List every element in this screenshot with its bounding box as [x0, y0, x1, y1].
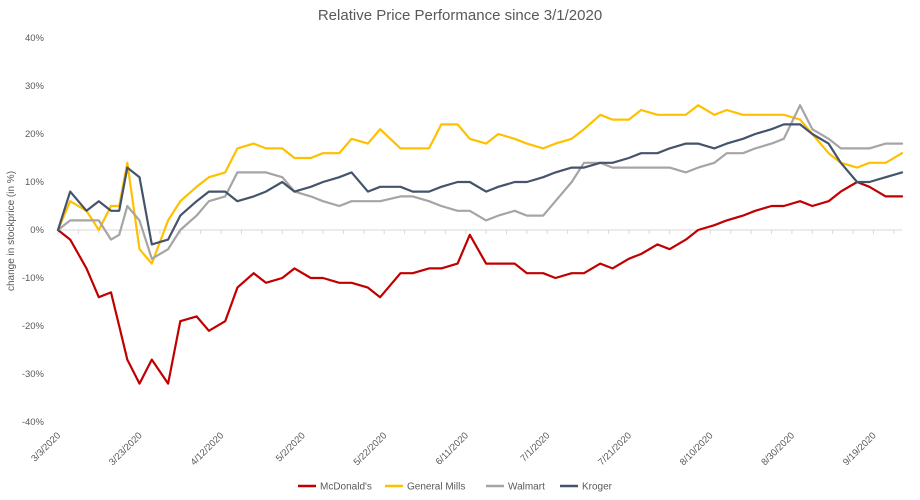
x-tick-label: 5/2/2020	[274, 430, 308, 464]
x-tick-label: 6/11/2020	[434, 430, 471, 467]
x-tick-label: 9/19/2020	[841, 430, 879, 468]
series-line-kroger	[56, 123, 904, 246]
chart-title: Relative Price Performance since 3/1/202…	[318, 7, 602, 24]
y-tick-label: 40%	[25, 33, 45, 44]
legend-label-kroger: Kroger	[582, 482, 613, 493]
legend-label-mcdonald-s: McDonald's	[320, 482, 372, 493]
x-tick-label: 4/12/2020	[189, 430, 227, 468]
x-tick-label: 8/30/2020	[759, 430, 797, 468]
series-lines	[56, 104, 904, 385]
series-line-mcdonald-s	[56, 180, 904, 385]
y-axis-ticks: -40% -30% -20% -10% 0% 10% 20% 30% 40%	[22, 33, 45, 428]
x-tick-label: 3/3/2020	[29, 430, 63, 464]
x-tick-label: 7/21/2020	[596, 430, 634, 468]
series-line-walmart	[56, 104, 904, 260]
legend: McDonald's General Mills Walmart Kroger	[298, 482, 613, 493]
y-tick-label: -20%	[22, 321, 45, 332]
y-tick-label: -40%	[22, 417, 45, 428]
series-line-general-mills	[56, 104, 904, 265]
y-tick-label: 20%	[25, 129, 45, 140]
x-tick-label: 3/23/2020	[107, 430, 145, 468]
x-tick-label: 8/10/2020	[678, 430, 716, 468]
y-tick-label: 0%	[30, 225, 44, 236]
y-tick-label: 10%	[25, 177, 45, 188]
legend-label-general-mills: General Mills	[407, 482, 465, 493]
x-axis: 3/3/2020 3/23/2020 4/12/2020 5/2/2020 5/22/2…	[29, 229, 902, 468]
y-tick-label: 30%	[25, 81, 45, 92]
x-tick-label: 7/1/2020	[518, 430, 552, 464]
y-tick-label: -10%	[22, 273, 45, 284]
x-tick-label: 5/22/2020	[352, 430, 390, 468]
y-axis-label: change in stockprice (in %)	[6, 171, 17, 291]
legend-label-walmart: Walmart	[508, 482, 545, 493]
y-tick-label: -30%	[22, 369, 45, 380]
